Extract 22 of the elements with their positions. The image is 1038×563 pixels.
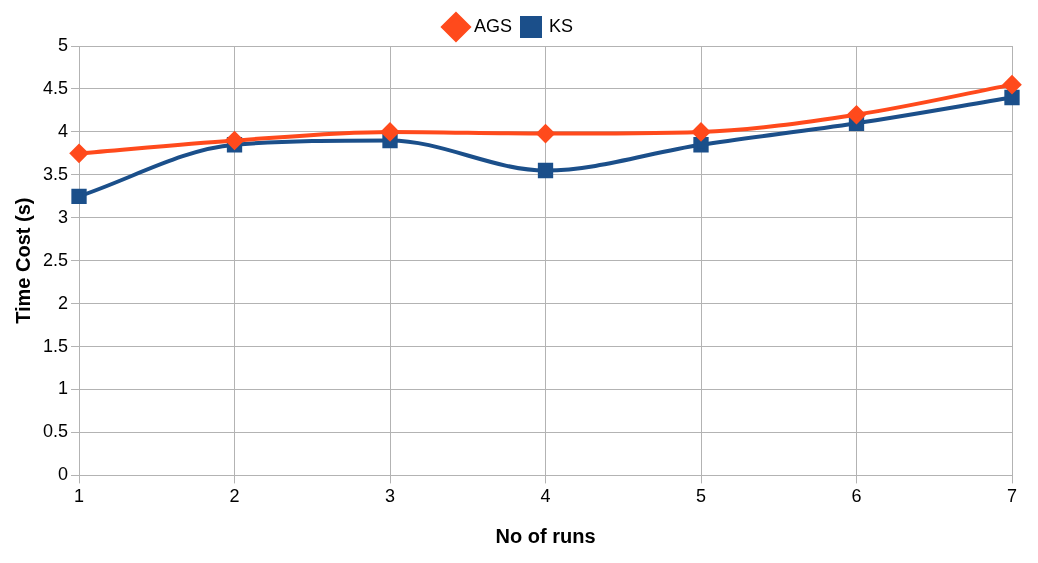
x-tick-label: 1 xyxy=(74,486,85,507)
y-tick-label: 0.5 xyxy=(42,421,69,442)
y-axis-title: Time Cost (s) xyxy=(11,197,34,324)
x-axis-title: No of runs xyxy=(495,524,596,547)
x-tick-label: 6 xyxy=(851,486,862,507)
y-tick-label: 3.5 xyxy=(42,163,69,184)
legend-label: AGS xyxy=(473,15,512,36)
y-tick-label: 4.5 xyxy=(42,77,69,98)
y-tick-label: 1 xyxy=(58,378,69,399)
y-tick-label: 2.5 xyxy=(42,249,69,270)
legend-label: KS xyxy=(549,15,574,36)
y-tick-label: 3 xyxy=(58,206,69,227)
x-tick-label: 2 xyxy=(229,486,240,507)
y-tick-label: 5 xyxy=(58,34,69,55)
x-tick-label: 5 xyxy=(696,486,707,507)
y-tick-label: 1.5 xyxy=(42,335,69,356)
y-tick-label: 2 xyxy=(58,292,69,313)
x-tick-label: 4 xyxy=(540,486,551,507)
y-tick-label: 4 xyxy=(58,120,69,141)
x-tick-label: 7 xyxy=(1006,486,1018,507)
y-tick-label: 0 xyxy=(58,464,69,485)
x-tick-label: 3 xyxy=(385,486,396,507)
